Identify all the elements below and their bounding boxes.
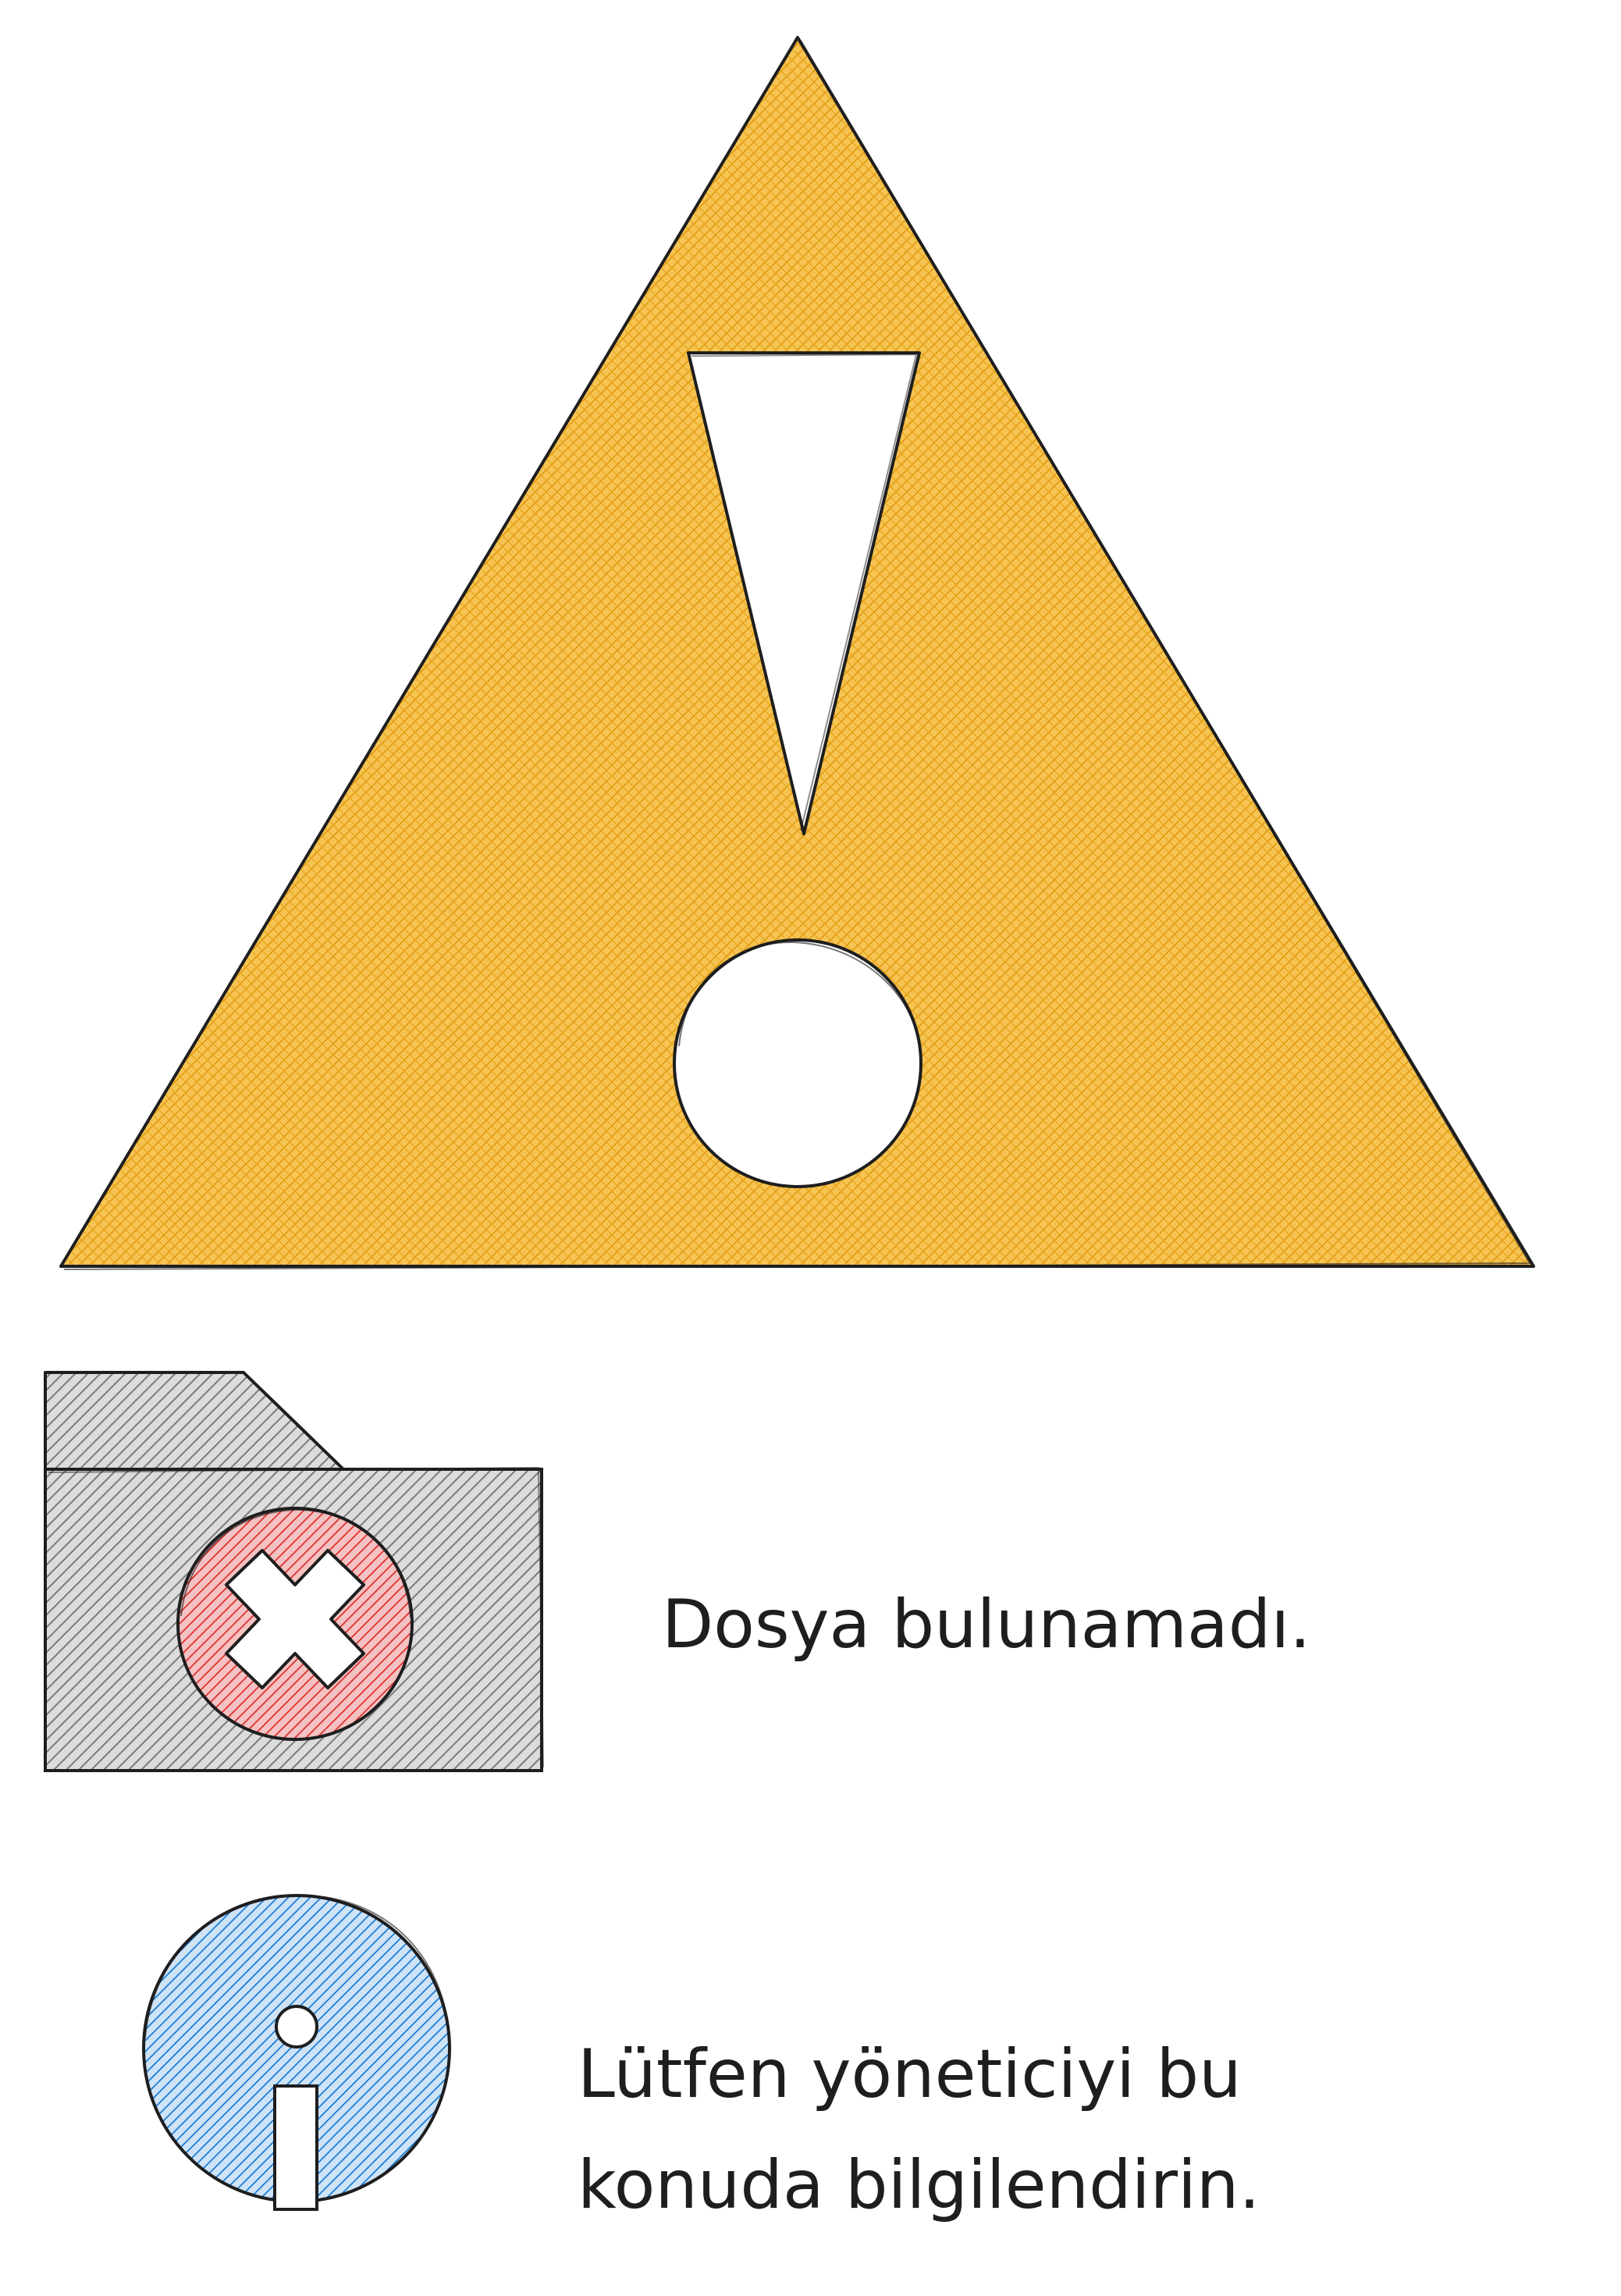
info-icon [142,1894,451,2211]
warning-triangle-icon [59,36,1535,1270]
folder-error-icon [44,1371,544,1772]
error-message: Dosya bulunamadı. [662,1586,1311,1664]
info-message-line1: Lütfen yöneticiyi bu [578,2035,1242,2113]
error-icon [176,1507,414,1741]
info-message-line2: konuda bilgilendirin. [578,2146,1260,2224]
